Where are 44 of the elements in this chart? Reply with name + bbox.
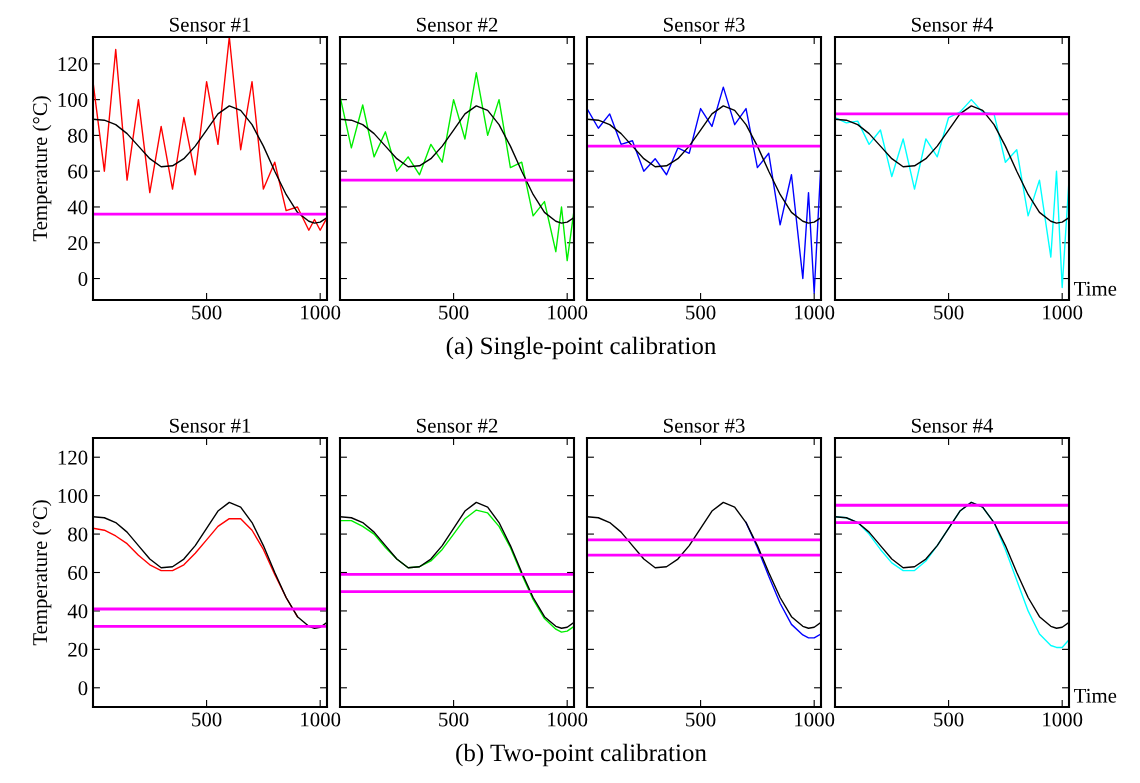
x-tick-label: 500 xyxy=(934,712,964,727)
x-tick-label: 500 xyxy=(934,305,964,320)
text: (b) Two-point calibration xyxy=(456,743,707,767)
text: (a) Single-point calibration xyxy=(446,336,716,360)
y-tick-label: 0 xyxy=(78,681,88,696)
chart-title: Sensor #3 xyxy=(664,418,745,433)
y-tick-label: 100 xyxy=(58,489,88,504)
x-tick-label: 1000 xyxy=(1043,712,1083,727)
y-tick-label: 20 xyxy=(68,236,88,251)
y-tick-label: 120 xyxy=(58,57,88,72)
chart-title: Sensor #4 xyxy=(912,418,994,433)
chart-title: Sensor #2 xyxy=(417,418,498,433)
x-tick-label: 500 xyxy=(439,305,469,320)
x-tick-label: 1000 xyxy=(1043,305,1083,320)
y-tick-label: 40 xyxy=(67,200,88,215)
x-tick-label: 500 xyxy=(686,305,716,320)
x-tick-label: 1000 xyxy=(795,712,835,727)
x-tick-label: 500 xyxy=(439,712,469,727)
x-tick-label: 1000 xyxy=(548,305,588,320)
chart-title: Sensor #2 xyxy=(417,17,498,32)
x-tick-label: 1000 xyxy=(548,712,588,727)
x-tick-label: 1000 xyxy=(301,305,341,320)
x-tick-label: 500 xyxy=(192,712,222,727)
y-tick-label: 60 xyxy=(68,164,88,179)
y-tick-label: 20 xyxy=(68,642,88,657)
y-tick-label: 40 xyxy=(67,604,88,619)
x-axis-title: Time xyxy=(1074,688,1117,703)
chart-title: Sensor #3 xyxy=(664,17,745,32)
y-tick-label: 0 xyxy=(78,271,88,286)
x-tick-label: 500 xyxy=(686,712,716,727)
y-tick-label: 120 xyxy=(58,450,88,465)
chart-title: Sensor #1 xyxy=(170,17,251,32)
chart-title: Sensor #4 xyxy=(912,17,994,32)
y-tick-label: 80 xyxy=(68,128,88,143)
x-tick-label: 1000 xyxy=(301,712,341,727)
chart-title: Sensor #1 xyxy=(170,418,251,433)
y-axis-title: Temperature (°C) xyxy=(32,500,52,646)
y-axis-title: Temperature (°C) xyxy=(32,96,52,242)
y-tick-label: 60 xyxy=(68,565,88,580)
x-tick-label: 500 xyxy=(192,305,222,320)
x-tick-label: 1000 xyxy=(795,305,835,320)
x-axis-title: Time xyxy=(1074,281,1117,296)
y-tick-label: 80 xyxy=(68,527,88,542)
y-tick-label: 100 xyxy=(58,92,88,108)
